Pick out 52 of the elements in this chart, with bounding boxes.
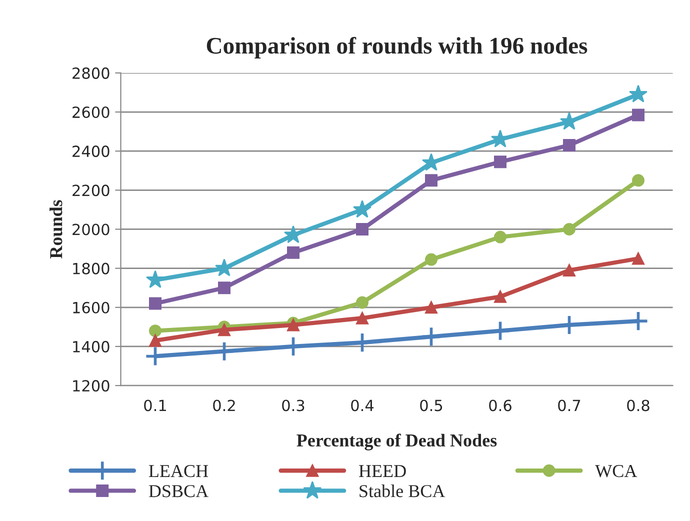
point bbox=[563, 264, 576, 277]
point bbox=[563, 138, 576, 152]
y-tick-label: 2800 bbox=[72, 67, 110, 79]
point bbox=[149, 324, 162, 338]
y-tick-label: 2000 bbox=[72, 224, 110, 236]
point bbox=[287, 246, 300, 259]
x-tick-label: 0.7 bbox=[558, 400, 580, 412]
y-tick-label: 1400 bbox=[73, 340, 110, 352]
y-tick-label: 1600 bbox=[73, 302, 110, 314]
point bbox=[563, 222, 576, 236]
x-tick-label: 0.3 bbox=[282, 400, 304, 412]
point bbox=[425, 174, 438, 187]
point bbox=[632, 108, 644, 122]
point bbox=[628, 84, 648, 102]
x-tick-label: 0.1 bbox=[144, 400, 166, 412]
point bbox=[494, 290, 506, 303]
point bbox=[425, 253, 438, 266]
legend-label: LEACH bbox=[148, 464, 208, 478]
point bbox=[352, 200, 372, 218]
y-tick-label: 2600 bbox=[72, 106, 110, 118]
y-tick-label: 2400 bbox=[72, 146, 110, 158]
point bbox=[425, 301, 438, 314]
y-tick-label: 1800 bbox=[73, 262, 110, 274]
point bbox=[356, 296, 368, 309]
legend-label: WCA bbox=[595, 464, 638, 478]
x-tick-label: 0.2 bbox=[213, 400, 235, 412]
point bbox=[218, 282, 230, 294]
point bbox=[494, 156, 506, 168]
point bbox=[149, 297, 162, 310]
point bbox=[632, 252, 644, 265]
chart-title: Comparison of rounds with 196 nodes bbox=[206, 36, 588, 59]
y-tick-label: 1200 bbox=[73, 380, 110, 392]
x-tick-label: 0.5 bbox=[420, 400, 442, 412]
point bbox=[144, 346, 166, 367]
point bbox=[494, 230, 506, 244]
y-axis-title: Rounds bbox=[50, 200, 62, 259]
point bbox=[632, 174, 644, 187]
point bbox=[356, 222, 368, 236]
point bbox=[218, 324, 230, 336]
point bbox=[146, 270, 165, 288]
point bbox=[149, 334, 162, 347]
x-tick-label: 0.8 bbox=[627, 400, 650, 412]
point bbox=[214, 258, 234, 276]
legend-label: HEED bbox=[358, 465, 406, 477]
point bbox=[356, 312, 368, 324]
x-tick-label: 0.4 bbox=[351, 400, 374, 412]
legend-label: Stable BCA bbox=[360, 484, 446, 498]
legend-label: DSBCA bbox=[148, 485, 208, 498]
point bbox=[420, 326, 442, 348]
x-tick-label: 0.6 bbox=[489, 400, 512, 412]
x-axis-title: Percentage of Dead Nodes bbox=[296, 434, 497, 450]
y-tick-label: 2200 bbox=[72, 184, 110, 196]
